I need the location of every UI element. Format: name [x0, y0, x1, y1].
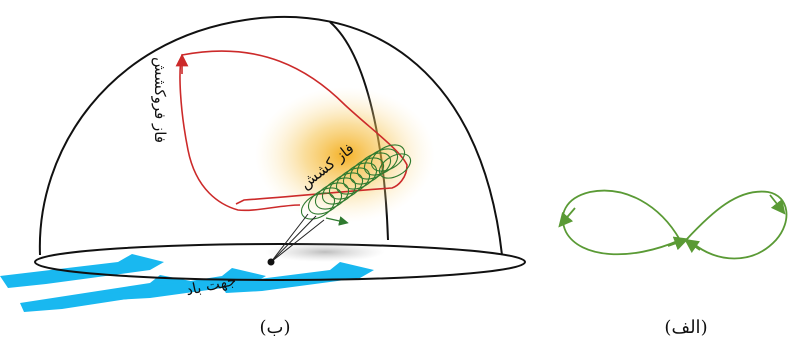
figure-eight-left-loop: [561, 189, 681, 256]
traction-loop: [378, 153, 412, 179]
ground-plane: [34, 243, 526, 281]
figure-eight-arrow-right: [769, 194, 786, 215]
wind-arrow-3: [108, 268, 266, 300]
traction-loops: [300, 144, 412, 220]
ground-station: [267, 258, 275, 266]
traction-loop: [370, 144, 406, 172]
tether: [270, 213, 325, 263]
panel-b-caption: (ب): [259, 317, 290, 338]
panel-b: فاز فروکشش فاز کشش جهت باد (ب): [0, 16, 526, 338]
wind-direction-label: جهت باد: [184, 271, 238, 299]
traction-loop: [363, 148, 399, 176]
retraction-path: [179, 50, 408, 212]
wind-arrow-2: [20, 275, 196, 312]
panel-a: [558, 189, 788, 260]
panel-a-caption: (الف): [664, 317, 707, 338]
figure-eight-right-loop: [685, 190, 788, 260]
traction-arrowhead: [325, 216, 349, 226]
wind-arrows: [0, 254, 374, 312]
figure-eight-arrow-center: [684, 238, 701, 254]
dome-outline: [38, 16, 503, 256]
wind-arrow-4: [220, 262, 374, 293]
kite-shadow: [265, 242, 385, 262]
power-zone-glow: [255, 87, 435, 223]
wind-arrow-1: [0, 254, 164, 288]
figure-eight-arrow-mid: [667, 236, 689, 251]
figure-eight-arrow-left: [558, 207, 576, 228]
retraction-phase-label: فاز فروکشش: [151, 57, 169, 143]
